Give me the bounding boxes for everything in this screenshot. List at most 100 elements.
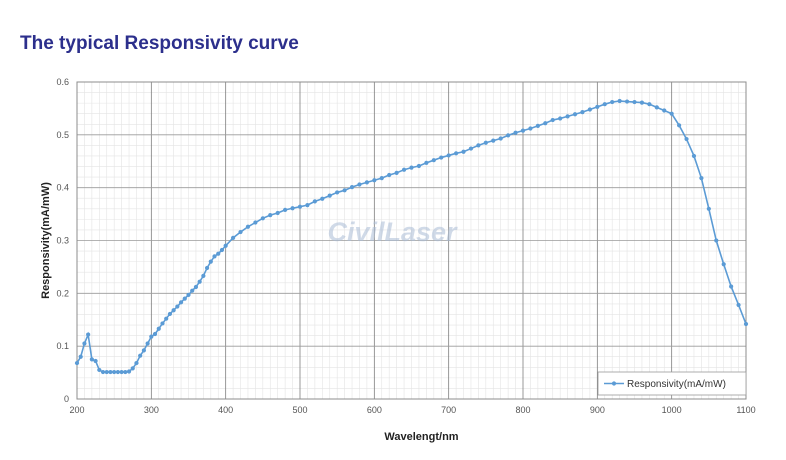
data-point — [617, 98, 622, 104]
legend: Responsivity(mA/mW) — [597, 371, 747, 396]
data-point — [699, 176, 704, 181]
data-point — [572, 112, 578, 117]
y-tick-label: 0.4 — [56, 183, 69, 193]
data-point — [175, 304, 180, 309]
x-axis-ticks: 200 300 400 500 600 700 800 900 1000 1100 — [69, 405, 755, 415]
data-point — [145, 341, 150, 346]
data-point — [743, 321, 749, 327]
x-tick-label: 500 — [292, 405, 307, 415]
data-point — [558, 116, 563, 121]
data-point — [364, 180, 369, 185]
data-point — [528, 126, 533, 131]
data-point — [86, 332, 91, 337]
data-point — [431, 158, 436, 163]
data-point — [312, 199, 317, 204]
data-point — [156, 326, 161, 331]
data-point — [602, 102, 607, 107]
data-point — [461, 149, 466, 154]
data-point — [283, 207, 288, 212]
data-point — [193, 284, 199, 290]
data-point — [379, 176, 384, 181]
data-point — [372, 178, 377, 183]
data-point — [152, 331, 158, 337]
data-point — [595, 104, 600, 109]
data-point — [171, 308, 176, 313]
x-tick-label: 600 — [367, 405, 382, 415]
data-point — [580, 110, 585, 115]
data-point — [669, 111, 674, 116]
data-point — [610, 99, 615, 105]
data-point — [190, 288, 195, 293]
data-point — [97, 367, 102, 373]
data-point — [483, 140, 488, 145]
data-point — [654, 105, 659, 110]
data-point — [238, 229, 243, 235]
data-point — [506, 133, 511, 138]
data-point — [186, 292, 191, 298]
data-point — [219, 247, 225, 253]
data-point — [208, 259, 213, 264]
data-point — [134, 360, 139, 366]
watermark-logo: CivilLaser — [327, 217, 458, 247]
data-point — [231, 235, 236, 240]
data-point — [335, 190, 340, 195]
data-point — [587, 107, 593, 112]
y-axis-label: Responsivity(mA/mW) — [40, 182, 52, 299]
data-point — [342, 188, 347, 193]
data-point — [78, 354, 83, 359]
legend-label: Responsivity(mA/mW) — [627, 379, 726, 390]
y-tick-label: 0.3 — [56, 236, 69, 246]
data-point — [513, 130, 518, 135]
data-point — [446, 153, 451, 158]
data-point — [543, 121, 548, 126]
x-tick-label: 700 — [441, 405, 456, 415]
data-point — [416, 163, 422, 169]
data-point — [93, 358, 98, 364]
data-point — [182, 296, 187, 301]
x-axis-label: Wavelengt/nm — [384, 431, 458, 443]
data-point — [130, 366, 135, 371]
data-point — [327, 193, 332, 198]
data-point — [216, 251, 221, 256]
data-point — [706, 206, 711, 211]
data-point — [736, 302, 741, 308]
data-point — [647, 102, 652, 107]
data-point — [275, 210, 280, 216]
data-point — [491, 138, 496, 143]
data-point — [714, 238, 719, 243]
data-point — [245, 224, 251, 229]
data-point — [387, 172, 392, 178]
data-point — [149, 334, 154, 339]
y-tick-label: 0.1 — [56, 341, 69, 351]
data-point — [409, 165, 414, 170]
data-point — [476, 143, 481, 148]
data-point — [126, 369, 132, 374]
x-tick-label: 800 — [515, 405, 530, 415]
data-point — [260, 216, 265, 221]
y-axis-ticks: 0 0.1 0.2 0.3 0.4 0.5 0.6 — [56, 77, 69, 404]
data-point — [164, 316, 169, 321]
plot-frame — [76, 81, 747, 400]
data-point — [424, 160, 429, 165]
data-point — [89, 357, 94, 362]
data-point — [160, 321, 165, 326]
x-tick-label: 1100 — [736, 405, 755, 415]
data-point — [108, 369, 113, 375]
data-point — [320, 196, 325, 201]
data-point — [100, 369, 106, 375]
data-point — [349, 185, 355, 190]
data-point — [119, 369, 124, 375]
x-tick-label: 400 — [218, 405, 233, 415]
data-point — [141, 348, 146, 353]
data-point — [74, 360, 80, 366]
data-point — [535, 123, 540, 128]
y-tick-label: 0.5 — [56, 130, 69, 140]
x-tick-label: 300 — [144, 405, 159, 415]
data-point — [178, 300, 184, 305]
legend-swatch-marker — [611, 381, 617, 386]
data-point — [104, 369, 109, 375]
data-point — [439, 155, 444, 160]
x-tick-label: 900 — [590, 405, 605, 415]
y-tick-label: 0.2 — [56, 288, 69, 298]
